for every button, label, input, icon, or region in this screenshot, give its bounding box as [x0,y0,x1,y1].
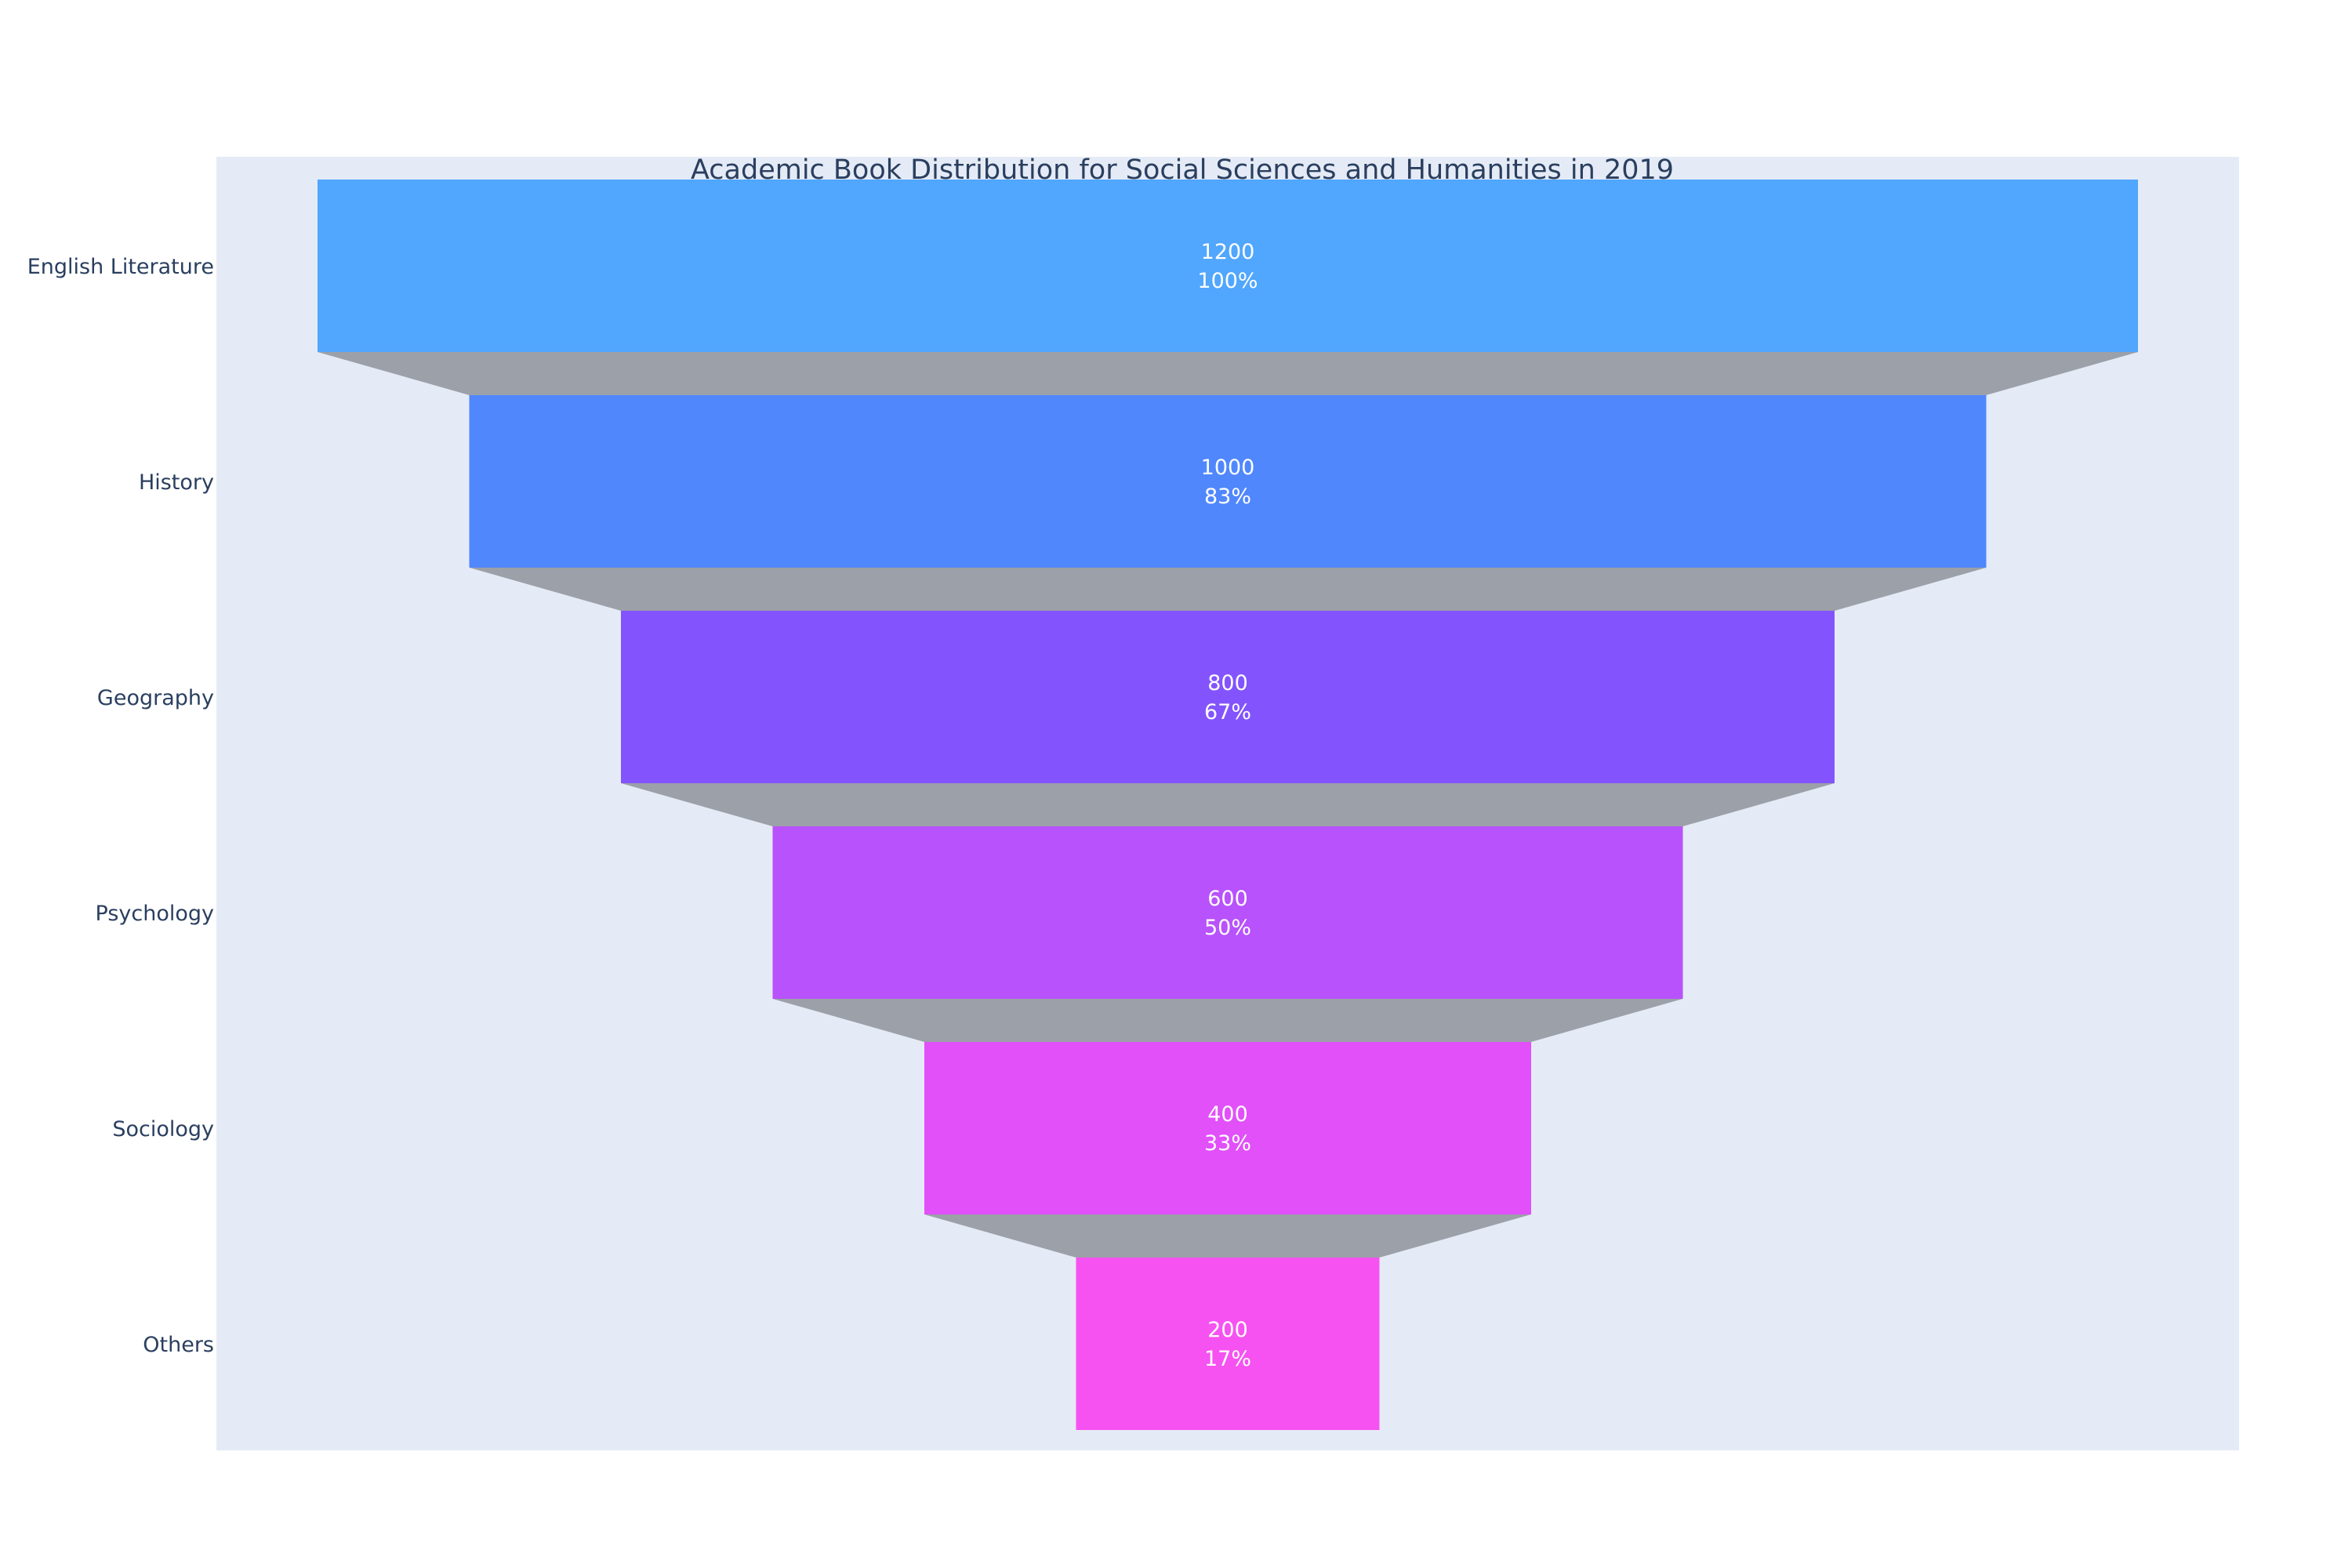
funnel-bar [1076,1258,1380,1430]
funnel-connector [469,568,1987,611]
funnel-connector [621,783,1835,826]
data-label-value: 1200 [1201,240,1255,264]
data-label-percent: 17% [1204,1347,1251,1371]
funnel-connector [924,1214,1531,1258]
data-label-percent: 50% [1204,916,1251,940]
funnel-bar [772,826,1683,999]
data-label-percent: 100% [1197,269,1258,293]
funnel-bar [469,395,1987,568]
data-label-percent: 33% [1204,1131,1251,1156]
category-tick-label: English Literature [27,255,214,279]
data-label-value: 800 [1207,671,1248,695]
chart-title: Academic Book Distribution for Social Sc… [691,154,1674,186]
funnel-bars [318,180,2138,1430]
category-tick-label: Geography [97,686,214,710]
data-label-value: 400 [1207,1102,1248,1127]
funnel-connector [772,999,1683,1042]
category-tick-label: Psychology [96,902,214,926]
data-label-value: 200 [1207,1318,1248,1342]
data-label-percent: 83% [1204,485,1251,509]
funnel-connectors [318,352,2138,1258]
data-label-value: 600 [1207,887,1248,911]
funnel-bar [924,1042,1531,1214]
data-label-percent: 67% [1204,700,1251,724]
funnel-bar [318,180,2138,352]
funnel-connector [318,352,2138,395]
funnel-labels: 1200 100% 1000 83% 800 67% 600 50% 400 33% 200 17% [1197,240,1258,1371]
category-tick-label: Others [143,1333,214,1357]
category-tick-label: Sociology [112,1117,214,1142]
data-label-value: 1000 [1201,456,1255,480]
funnel-bar [621,611,1835,783]
category-axis: English Literature History Geography Psycho… [27,255,214,1357]
category-tick-label: History [139,470,214,495]
